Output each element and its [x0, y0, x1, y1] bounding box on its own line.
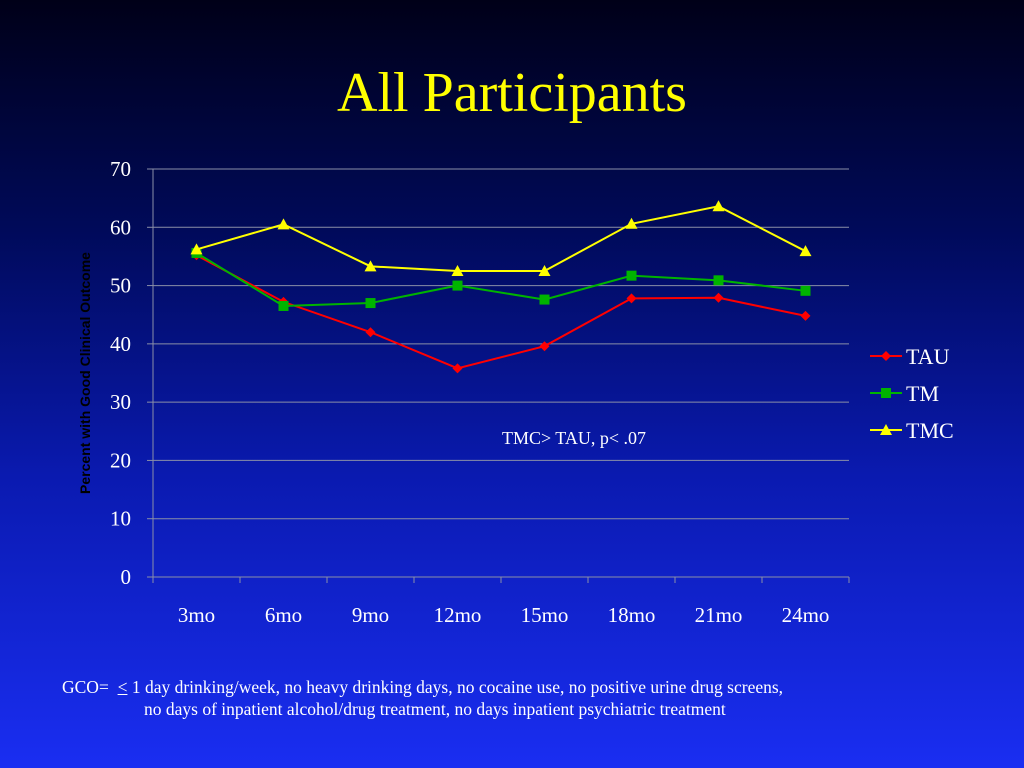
data-point-tmc	[364, 260, 377, 272]
data-point-tmc	[625, 217, 638, 229]
footnote: GCO= < 1 day drinking/week, no heavy dri…	[62, 676, 1012, 720]
legend-marker	[881, 351, 891, 361]
series-lines	[190, 200, 812, 374]
gridlines	[153, 168, 849, 520]
data-point-tm	[800, 285, 811, 296]
data-point-tmc	[538, 265, 551, 276]
x-tick-label: 12mo	[434, 603, 482, 627]
data-point-tau	[539, 341, 550, 352]
legend-item-tmc: TMC	[870, 418, 954, 443]
y-tick-label: 20	[110, 448, 131, 472]
data-point-tmc	[190, 243, 203, 255]
y-tick-label: 10	[110, 507, 131, 531]
slide-title: All Participants	[337, 62, 687, 124]
data-point-tau	[365, 327, 376, 338]
x-tick-label: 3mo	[178, 603, 215, 627]
legend-label: TM	[906, 381, 939, 406]
y-tick-label: 0	[121, 565, 132, 589]
data-point-tm	[365, 298, 376, 309]
footnote-lte-symbol: <	[117, 677, 128, 697]
legend: TAU TM TMC	[870, 344, 954, 443]
legend-item-tm: TM	[870, 381, 939, 406]
legend-item-tau: TAU	[870, 344, 950, 369]
series-line-tau	[196, 254, 806, 370]
series-line-tmc	[196, 205, 806, 272]
data-point-tau	[713, 292, 724, 303]
y-tick-label: 30	[110, 390, 131, 414]
x-tick-label: 6mo	[265, 603, 302, 627]
axes	[147, 168, 850, 583]
footnote-prefix: GCO=	[62, 677, 109, 697]
footnote-line2: no days of inpatient alcohol/drug treatm…	[144, 699, 726, 719]
data-point-tm	[626, 270, 637, 281]
x-tick-label: 21mo	[695, 603, 743, 627]
legend-label: TAU	[906, 344, 950, 369]
data-point-tmc	[277, 218, 290, 230]
legend-marker	[880, 424, 892, 435]
legend-label: TMC	[906, 418, 954, 443]
y-tick-label: 70	[110, 157, 131, 181]
series-tmc	[190, 200, 812, 276]
data-point-tm	[278, 300, 289, 311]
data-point-tmc	[712, 200, 725, 212]
y-axis-label: Percent with Good Clinical Outcome	[77, 252, 93, 494]
data-point-tm	[539, 294, 550, 305]
data-point-tm	[713, 275, 724, 286]
y-tick-label: 40	[110, 332, 131, 356]
data-point-tm	[452, 280, 463, 291]
x-tick-label: 9mo	[352, 603, 389, 627]
data-point-tau	[800, 310, 811, 321]
data-point-tau	[452, 363, 463, 374]
y-tick-label: 50	[110, 274, 131, 298]
x-tick-label: 15mo	[521, 603, 569, 627]
series-line-tm	[195, 252, 806, 307]
x-tick-label: 18mo	[608, 603, 656, 627]
x-tick-labels: 3mo 6mo 9mo 12mo 15mo 18mo 21mo 24mo	[178, 603, 830, 627]
data-point-tmc	[799, 245, 812, 257]
legend-marker	[881, 388, 891, 398]
x-tick-label: 24mo	[782, 603, 830, 627]
data-point-tmc	[451, 265, 464, 276]
footnote-line1: 1 day drinking/week, no heavy drinking d…	[131, 677, 784, 697]
y-tick-labels: 0 10 20 30 40 50 60 70	[110, 157, 131, 589]
data-point-tau	[626, 293, 637, 304]
series-tau	[191, 250, 811, 374]
y-tick-label: 60	[110, 215, 131, 239]
significance-annotation: TMC> TAU, p< .07	[502, 428, 646, 448]
